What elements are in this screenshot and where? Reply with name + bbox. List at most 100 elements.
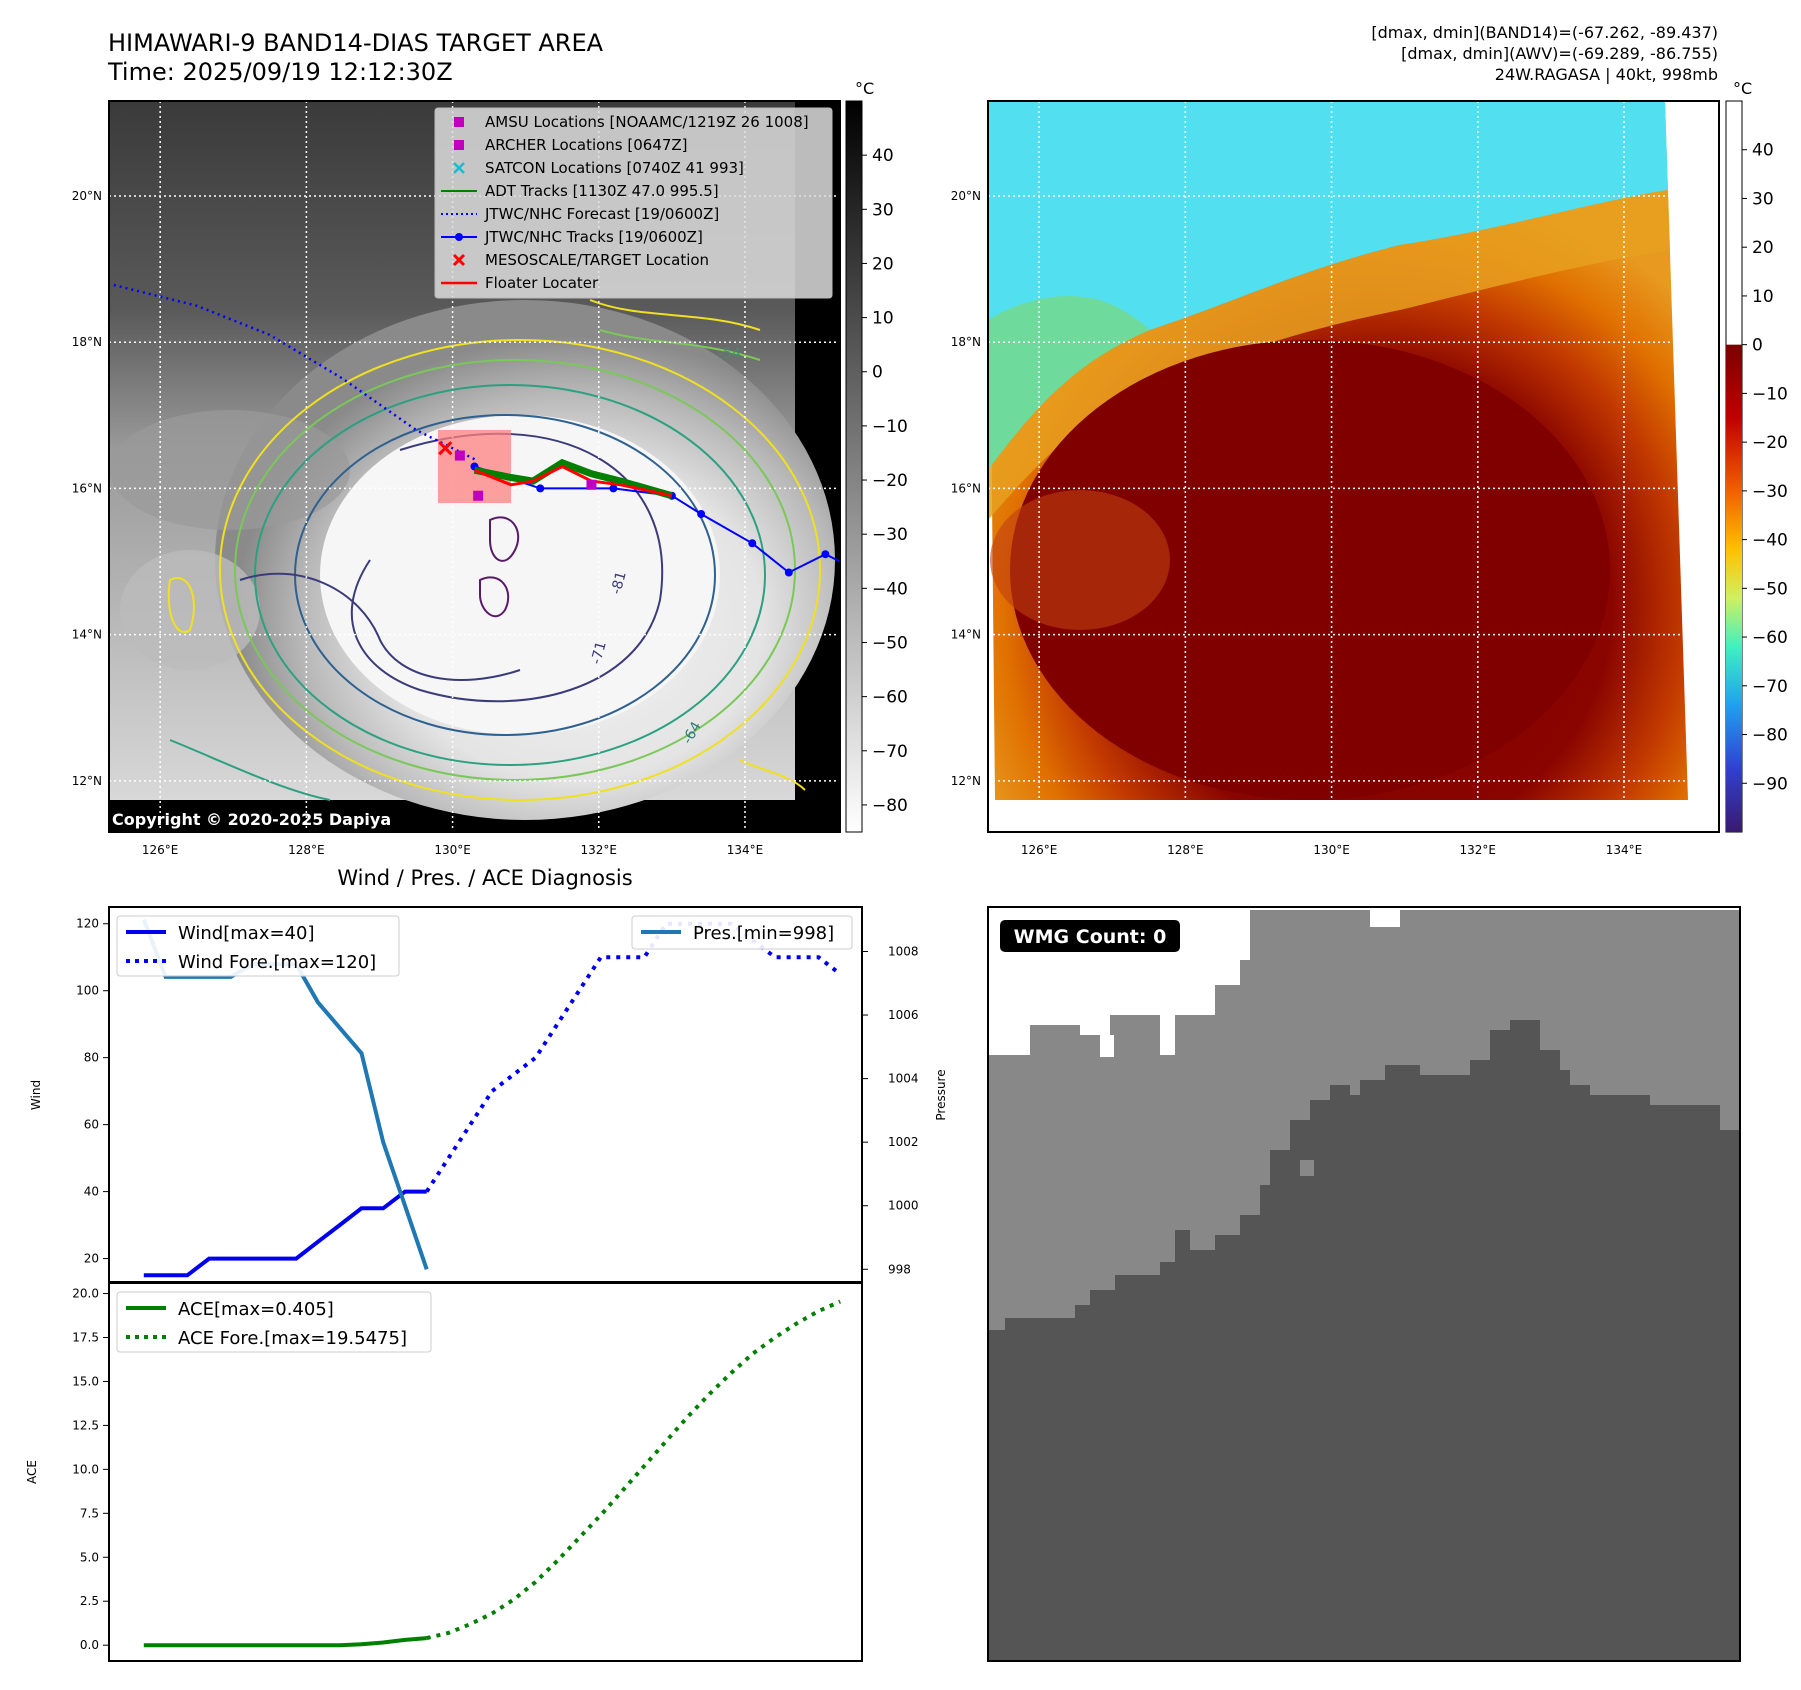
wmg-gap [1100, 1035, 1114, 1057]
colorbar-tick-label: −30 [872, 525, 908, 545]
y-tick-label: 20 [84, 1252, 99, 1266]
awv-gridlines [988, 101, 1719, 832]
colorbar-tick-label: 30 [872, 200, 894, 220]
y-tick-label: 17.5 [72, 1331, 99, 1345]
colorbar-tick-label: 10 [1752, 287, 1774, 307]
band14-axis-ticks: 126°E 128°E 130°E 132°E 134°E 20°N 18°N 16°N 14°… [72, 189, 763, 857]
wmg-patch [1300, 1160, 1314, 1176]
colorbar-tick-label: −60 [1752, 628, 1788, 648]
wind-pressure-panel: 20 40 60 80 100 120 998 1000 1002 1004 1006 1008 W… [29, 906, 948, 1283]
ace-forecast-legend-label: ACE Fore.[max=19.5475] [178, 1328, 407, 1349]
y-tick-label: 100 [76, 984, 99, 998]
lat-tick-label: 16°N [72, 481, 102, 495]
legend-label: SATCON Locations [0740Z 41 993] [485, 159, 744, 177]
wind-legend: Wind[max=40] Wind Fore.[max=120] [116, 915, 400, 977]
amsu-point [586, 479, 597, 490]
info-band14: [dmax, dmin](BAND14)=(-67.262, -89.437) [1371, 23, 1718, 42]
colorbar-tick-label: −50 [872, 633, 908, 653]
wmg-count-label: WMG Count: 0 [1014, 926, 1167, 948]
lon-tick-label: 128°E [1167, 843, 1204, 857]
info-awv: [dmax, dmin](AWV)=(-69.289, -86.755) [1401, 44, 1718, 63]
adt-track-line [473, 458, 673, 500]
wind-axis-label: Wind [29, 1080, 43, 1110]
y-tick-label: 0.0 [80, 1638, 99, 1652]
pressure-axis-ticks: 998 1000 1002 1004 1006 1008 [862, 944, 919, 1276]
lat-tick-label: 14°N [951, 628, 981, 642]
legend-label: MESOSCALE/TARGET Location [485, 251, 709, 269]
ace-legend-label: ACE[max=0.405] [178, 1299, 334, 1320]
legend-label: JTWC/NHC Forecast [19/0600Z] [484, 205, 719, 223]
band14-colorbar: °C 40 30 20 10 0 −10 −20 −30 −40 −50 −60 −70 −80 [845, 79, 908, 833]
lat-tick-label: 18°N [72, 335, 102, 349]
colorbar-tick-label: 0 [872, 363, 883, 383]
band14-legend: AMSU Locations [NOAAMC/1219Z 26 1008] ARC… [434, 107, 833, 299]
wmg-patch [1495, 1030, 1525, 1045]
contour-label-minus-54: -54 [718, 346, 741, 362]
band14-map-panel: -54 -81 -71 -64 Copyright © 2020-2025 Da… [72, 100, 841, 857]
lon-tick-label: 132°E [581, 843, 618, 857]
pressure-legend-label: Pres.[min=998] [693, 923, 834, 944]
figure-title: HIMAWARI-9 BAND14-DIAS TARGET AREA [108, 29, 604, 57]
ace-forecast-line [426, 1299, 842, 1641]
copyright-label: Copyright © 2020-2025 Dapiya [112, 810, 391, 829]
y-tick-label: 5.0 [80, 1550, 99, 1564]
wind-forecast-legend-label: Wind Fore.[max=120] [178, 952, 376, 973]
colorbar-tick-label: −10 [1752, 384, 1788, 404]
colorbar-tick-label: −10 [872, 417, 908, 437]
contour-label-minus-81: -81 [608, 570, 629, 596]
floater-track-line [473, 464, 673, 498]
jtwc-track-point [697, 510, 706, 519]
band14-contours [167, 299, 821, 801]
legend-label: AMSU Locations [NOAAMC/1219Z 26 1008] [485, 113, 809, 131]
band14-tracks [109, 282, 840, 577]
colorbar-tick-label: 0 [1752, 336, 1763, 356]
jtwc-track-point [536, 484, 545, 493]
y-tick-label: 12.5 [72, 1418, 99, 1432]
wind-axis-ticks: 20 40 60 80 100 120 [76, 917, 109, 1266]
y-tick-label: 80 [84, 1051, 99, 1065]
y-tick-label: 120 [76, 917, 99, 931]
ace-lines [143, 1299, 842, 1648]
y-tick-label: 998 [888, 1262, 911, 1276]
lat-tick-label: 20°N [72, 189, 102, 203]
ace-legend: ACE[max=0.405] ACE Fore.[max=19.5475] [116, 1291, 432, 1353]
wind-forecast-line [425, 921, 842, 1193]
lat-tick-label: 20°N [951, 189, 981, 203]
lon-tick-label: 130°E [434, 843, 471, 857]
legend-marker-line-dot-track [441, 233, 477, 241]
awv-colorbar-scale [1726, 344, 1742, 832]
colorbar-tick-label: −20 [1752, 433, 1788, 453]
target-point [438, 441, 453, 456]
y-tick-label: 40 [84, 1185, 99, 1199]
jtwc-track-point [821, 550, 830, 559]
legend-marker-square-archer [454, 140, 464, 150]
colorbar-tick-label: 40 [1752, 141, 1774, 161]
y-tick-label: 1002 [888, 1135, 919, 1149]
jtwc-track-point [784, 568, 793, 577]
colorbar-tick-label: 10 [872, 309, 894, 329]
wmg-dark-region [988, 1020, 1740, 1661]
ace-axis-ticks: 0.0 2.5 5.0 7.5 10.0 12.5 15.0 17.5 20.0 [72, 1287, 109, 1652]
legend-marker-x-satcon [453, 162, 465, 174]
colorbar-tick-label: 40 [872, 146, 894, 166]
lon-tick-label: 132°E [1460, 843, 1497, 857]
ace-axis-label: ACE [25, 1460, 39, 1484]
lon-tick-label: 126°E [1021, 843, 1058, 857]
ace-line [143, 1636, 427, 1648]
awv-axis-ticks: 126°E 128°E 130°E 132°E 134°E 20°N 18°N 16°N 14°… [951, 189, 1642, 857]
lat-tick-label: 12°N [72, 774, 102, 788]
y-tick-label: 20.0 [72, 1287, 99, 1301]
figure-time: Time: 2025/09/19 12:12:30Z [107, 58, 453, 86]
awv-colorbar-unit: °C [1733, 79, 1752, 98]
y-tick-label: 60 [84, 1118, 99, 1132]
colorbar-tick-label: 20 [872, 254, 894, 274]
jtwc-track-point [609, 484, 618, 493]
legend-marker-square-amsu [454, 117, 464, 127]
wind-line [143, 1189, 427, 1278]
amsu-point [473, 490, 484, 501]
amsu-point [454, 450, 465, 461]
jtwc-track-point [748, 539, 757, 548]
y-tick-label: 15.0 [72, 1374, 99, 1388]
y-tick-label: 1008 [888, 944, 919, 958]
